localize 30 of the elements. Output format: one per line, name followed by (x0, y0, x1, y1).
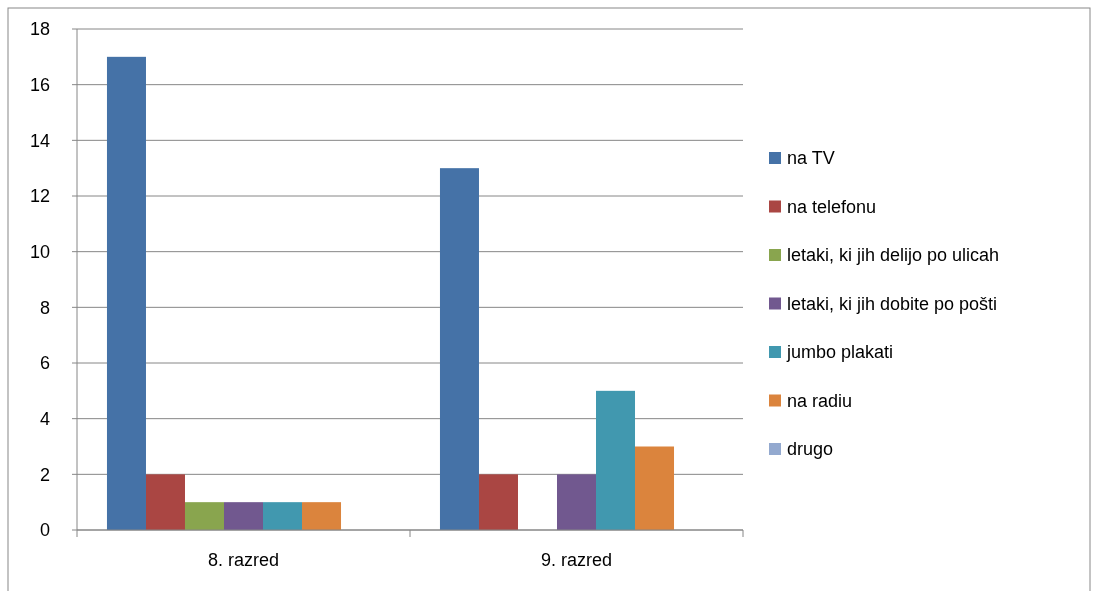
legend-label: jumbo plakati (786, 342, 894, 363)
x-tick-label: 8. razred (207, 550, 280, 570)
bar (596, 390, 636, 530)
x-tick-label: 9. razred (540, 550, 613, 570)
bar (224, 502, 263, 530)
y-tick-label: 12 (29, 186, 50, 207)
y-tick-label: 4 (39, 408, 50, 429)
bar (106, 56, 146, 530)
legend-label: na TV (787, 148, 835, 169)
bar (184, 502, 224, 530)
bar (302, 502, 342, 530)
bar (635, 446, 675, 530)
y-tick-label: 10 (29, 241, 50, 262)
legend-label: letaki, ki jih dobite po pošti (787, 293, 998, 314)
y-tick-label: 14 (29, 130, 50, 151)
y-tick-label: 6 (39, 353, 50, 374)
y-tick-label: 18 (29, 19, 50, 40)
y-tick-label: 16 (29, 74, 50, 95)
legend-label: drugo (787, 439, 834, 460)
bar (478, 474, 518, 530)
legend-label: na radiu (787, 390, 853, 411)
y-tick-label: 2 (39, 464, 50, 485)
bar (439, 168, 479, 530)
legend-label: letaki, ki jih delijo po ulicah (787, 245, 1000, 266)
y-tick-label: 8 (39, 297, 50, 318)
bar (557, 474, 596, 530)
y-tick-label: 0 (39, 520, 50, 541)
bar (263, 502, 303, 530)
bar (145, 474, 185, 530)
legend-label: na telefonu (787, 196, 877, 217)
